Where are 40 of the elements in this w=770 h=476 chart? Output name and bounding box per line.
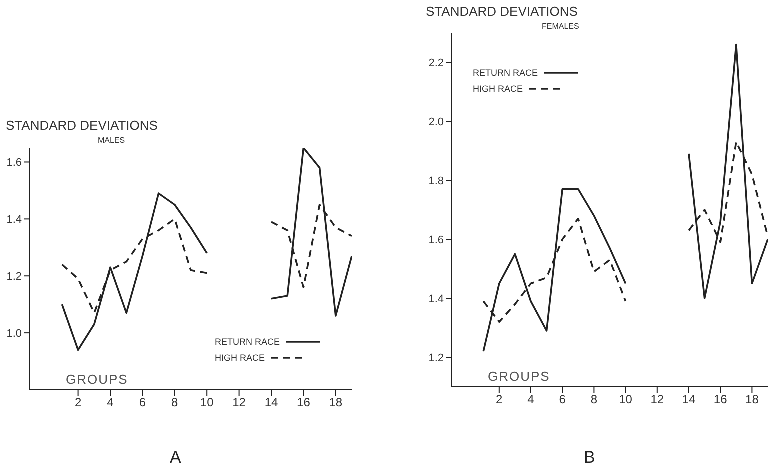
x-tick-label: 14 — [682, 392, 696, 407]
x-tick-label: 16 — [714, 392, 728, 407]
chart-title: STANDARD DEVIATIONS — [426, 4, 578, 19]
x-tick-label: 2 — [74, 396, 82, 410]
y-tick-label: 1.2 — [428, 352, 444, 364]
x-axis-title: GROUPS — [488, 369, 550, 384]
x-axis-title: GROUPS — [66, 372, 128, 387]
legend-label: RETURN RACE — [214, 337, 280, 347]
x-tick-label: 18 — [746, 392, 760, 407]
y-tick-label: 1.4 — [428, 293, 444, 306]
text: A — [170, 448, 182, 468]
y-tick-label: 1.6 — [6, 157, 22, 170]
y-tick-label: 1.0 — [6, 328, 22, 340]
x-tick-label: 18 — [329, 396, 343, 410]
legend-label: HIGH RACE — [473, 84, 524, 94]
x-tick-label: 10 — [619, 392, 633, 407]
chart-subtitle: FEMALES — [542, 22, 580, 31]
chart-subtitle: MALES — [98, 136, 126, 145]
x-tick-label: 8 — [172, 396, 179, 410]
x-tick-label: 16 — [297, 396, 311, 410]
y-tick-label: 1.8 — [428, 175, 444, 188]
x-tick-label: 8 — [590, 392, 598, 407]
text: B — [584, 448, 596, 468]
x-tick-label: 6 — [139, 396, 146, 410]
x-tick-label: 10 — [200, 396, 214, 410]
y-tick-label: 2.0 — [428, 116, 444, 128]
x-tick-label: 4 — [107, 396, 114, 410]
legend-label: HIGH RACE — [214, 353, 265, 363]
legend-label: RETURN RACE — [473, 68, 538, 78]
x-tick-label: 6 — [559, 392, 566, 407]
y-tick-label: 1.2 — [6, 271, 22, 284]
x-tick-label: 12 — [232, 396, 246, 410]
y-tick-label: 1.6 — [428, 234, 444, 246]
x-tick-label: 12 — [650, 392, 664, 407]
x-tick-label: 4 — [528, 392, 535, 407]
x-tick-label: 2 — [496, 392, 504, 407]
y-tick-label: 1.4 — [6, 214, 22, 226]
chart-title: STANDARD DEVIATIONS — [6, 118, 158, 133]
x-tick-label: 14 — [264, 396, 278, 410]
y-tick-label: 2.2 — [428, 57, 444, 70]
